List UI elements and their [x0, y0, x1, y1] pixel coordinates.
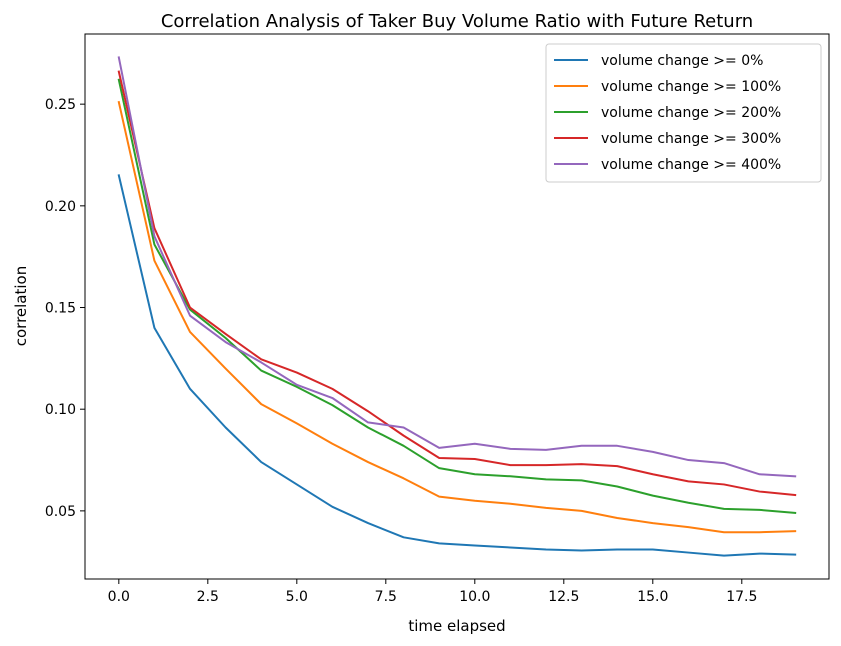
y-tick-label: 0.10	[45, 402, 76, 418]
x-tick-label: 17.5	[726, 589, 757, 605]
y-tick-label: 0.15	[45, 301, 76, 317]
x-tick-label: 2.5	[197, 589, 219, 605]
plot-area	[84, 33, 830, 580]
series-line-2	[117, 78, 797, 514]
legend: volume change >= 0% volume change >= 100%…	[545, 43, 822, 183]
chart-title: Correlation Analysis of Taker Buy Volume…	[161, 11, 753, 32]
y-tick-label: 0.05	[45, 504, 76, 520]
x-tick-label: 10.0	[459, 589, 490, 605]
series-line-3	[117, 70, 797, 497]
x-tick-label: 7.5	[375, 589, 397, 605]
y-tick-label: 0.25	[45, 97, 76, 113]
legend-box	[545, 43, 822, 183]
x-tick-label: 5.0	[286, 589, 308, 605]
legend-label-0: volume change >= 0%	[601, 53, 763, 69]
series-line-0	[117, 174, 797, 557]
series-line-1	[117, 100, 797, 534]
legend-label-2: volume change >= 200%	[601, 105, 781, 121]
y-axis: 0.05 0.10 0.15 0.20 0.25	[45, 97, 85, 520]
legend-label-3: volume change >= 300%	[601, 131, 781, 147]
x-axis-label: time elapsed	[408, 617, 505, 635]
legend-label-1: volume change >= 100%	[601, 79, 781, 95]
y-tick-label: 0.20	[45, 199, 76, 215]
plot-frame	[84, 33, 830, 580]
x-tick-label: 0.0	[108, 589, 130, 605]
legend-label-4: volume change >= 400%	[601, 157, 781, 173]
series-lines	[117, 56, 797, 557]
series-line-4	[117, 56, 797, 478]
x-axis: 0.0 2.5 5.0 7.5 10.0 12.5 15.0 17.5	[108, 579, 757, 605]
x-tick-label: 12.5	[548, 589, 579, 605]
y-axis-label: correlation	[12, 266, 30, 347]
x-tick-label: 15.0	[637, 589, 668, 605]
